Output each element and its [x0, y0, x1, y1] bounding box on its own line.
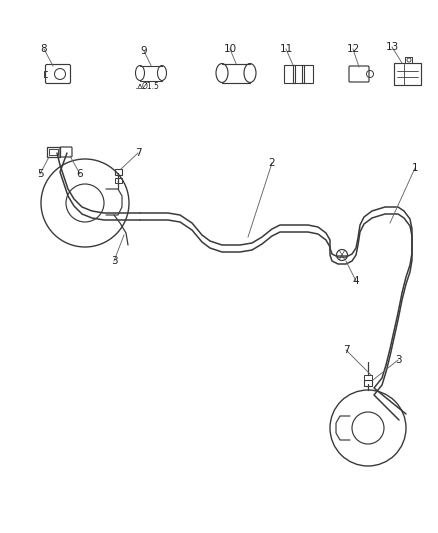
Text: 7: 7	[135, 148, 141, 158]
Text: 8: 8	[41, 44, 47, 54]
Text: 2: 2	[268, 158, 276, 168]
Text: 6: 6	[77, 169, 83, 179]
Text: 1: 1	[412, 163, 418, 173]
Text: 12: 12	[346, 44, 360, 54]
Text: Ø1.5: Ø1.5	[142, 82, 160, 91]
Text: 10: 10	[223, 44, 237, 54]
Text: 4: 4	[353, 276, 359, 286]
Text: 9: 9	[141, 46, 147, 56]
Text: 13: 13	[385, 42, 399, 52]
Text: 7: 7	[343, 345, 350, 355]
Text: 5: 5	[37, 169, 43, 179]
Text: 3: 3	[395, 355, 401, 365]
Text: 11: 11	[279, 44, 293, 54]
Text: 3: 3	[111, 256, 117, 266]
